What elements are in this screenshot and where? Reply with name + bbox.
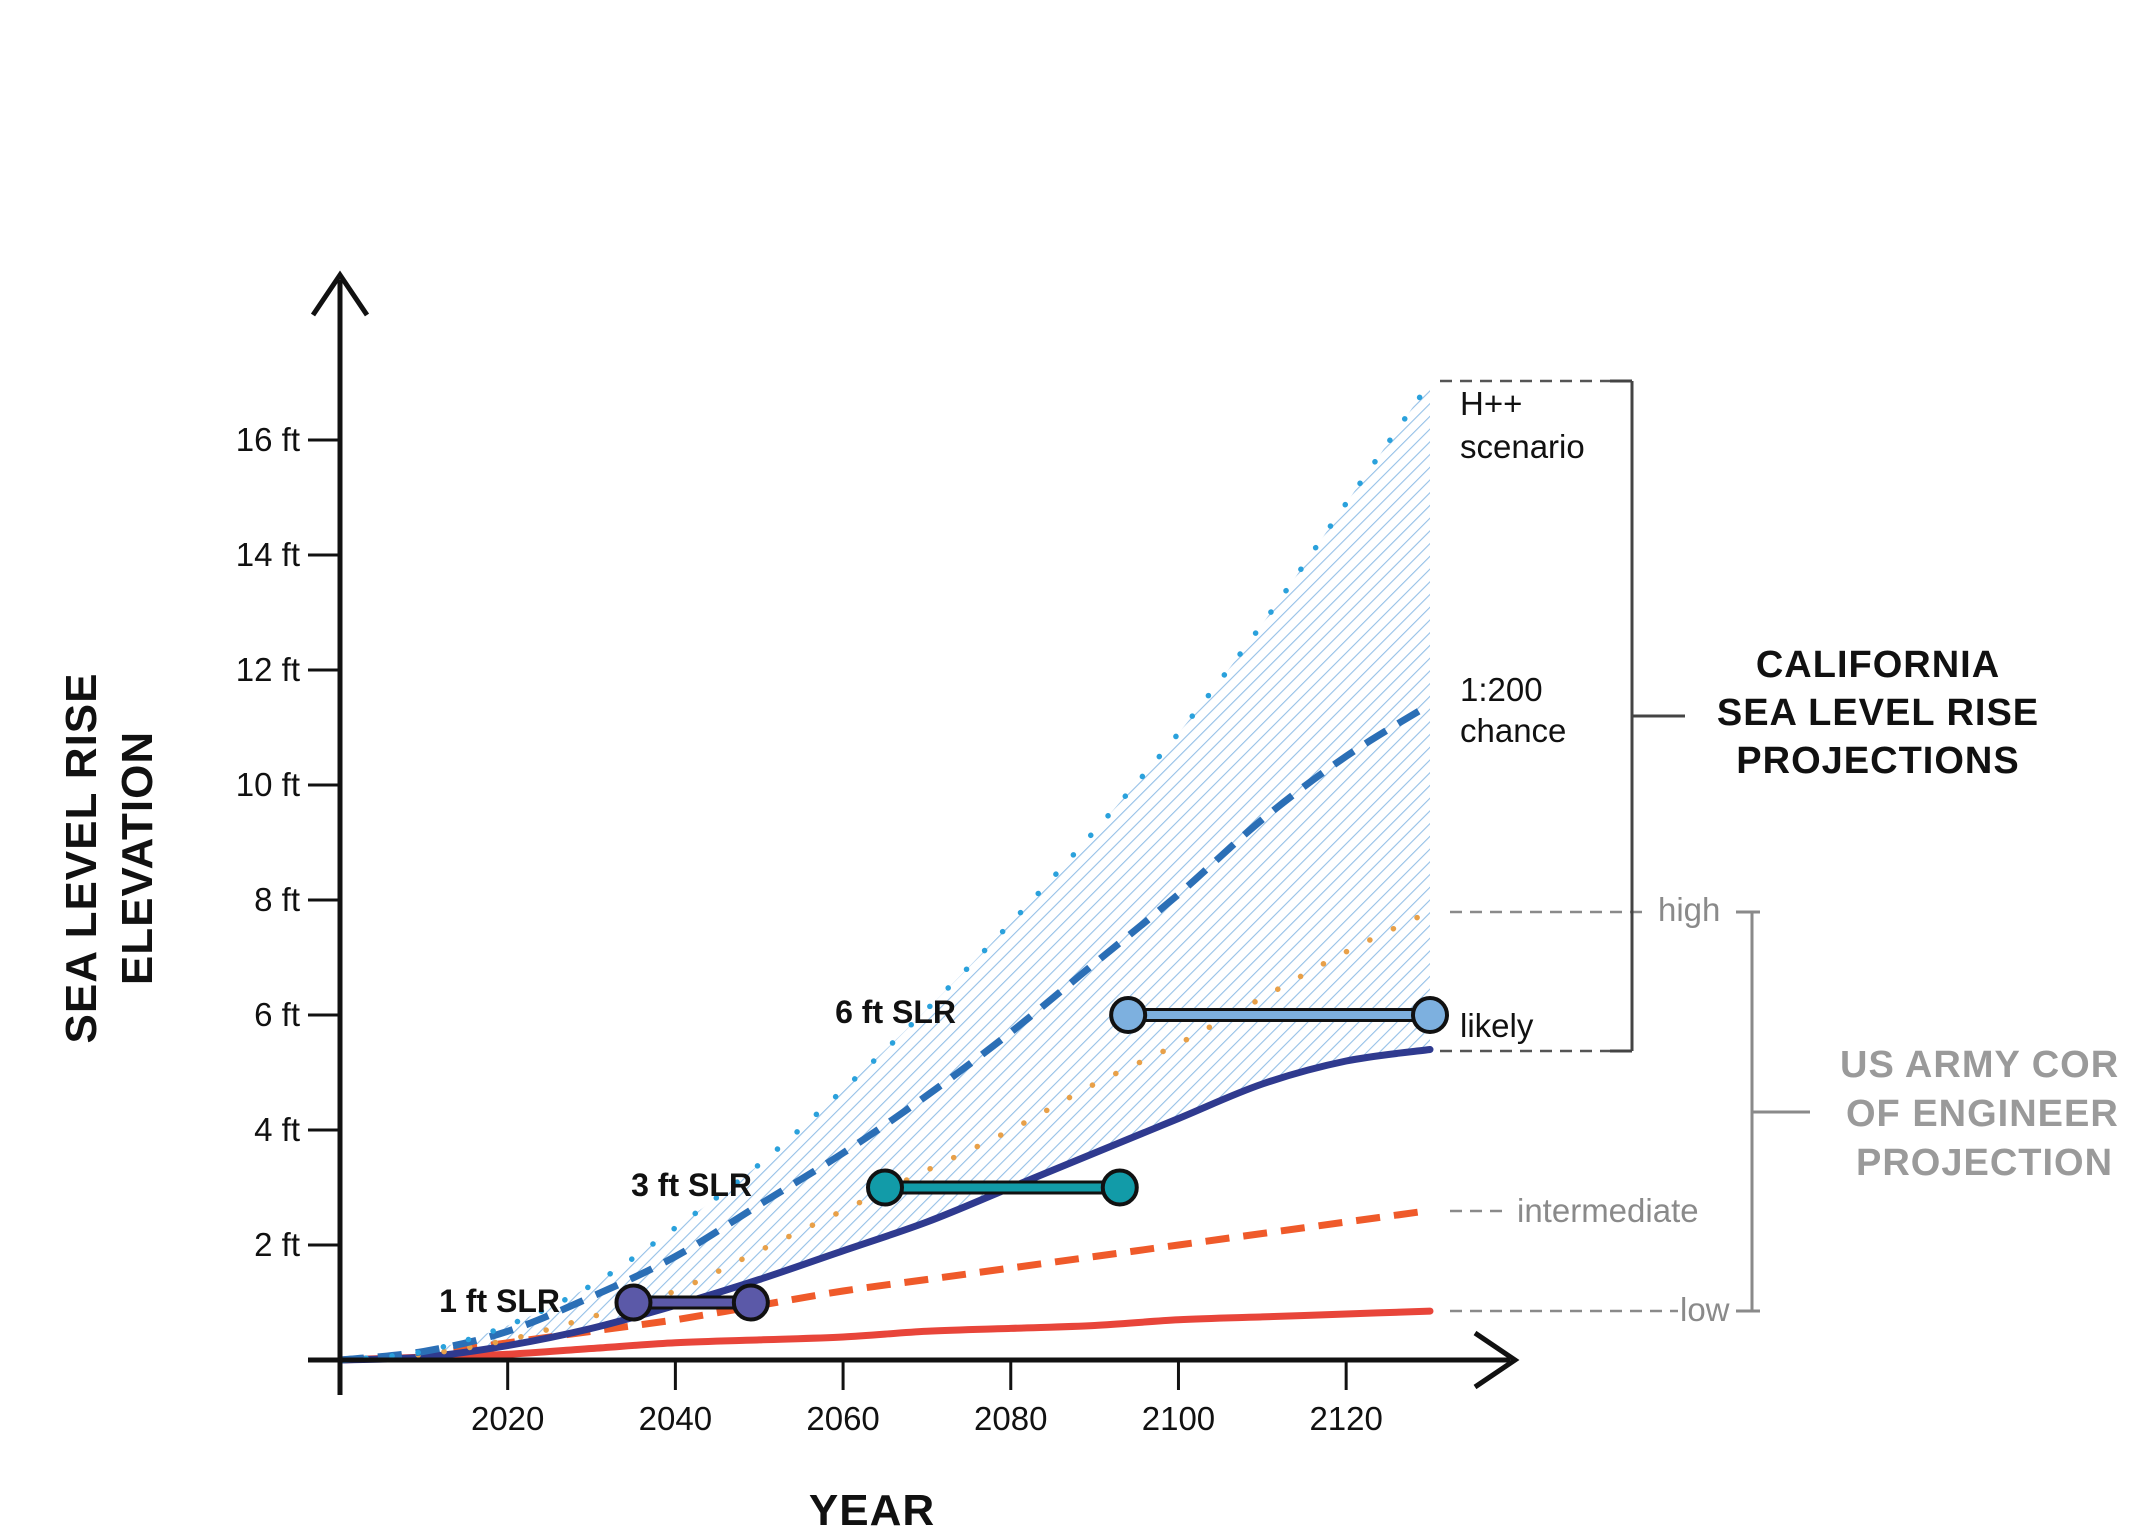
y-axis-title-line-1: SEA LEVEL RISE [57,673,106,1044]
y-tick-label: 2 ft [254,1226,300,1263]
chance-label-2: chance [1460,712,1566,749]
tick-layer: 2 ft 4 ft 6 ft 8 ft 10 ft 12 ft 14 ft 16 ft 2020… [236,421,1383,1437]
slr-marker-dot [1100,1168,1139,1207]
projection-lines-layer [336,379,1434,1364]
slr-marker-dot [1411,996,1449,1034]
army-title-1: US ARMY COR [1840,1044,2119,1086]
x-tick-label: 2040 [639,1400,712,1437]
series-line-1 [339,701,1432,1364]
slr-marker-label: 3 ft SLR [631,1167,752,1203]
intermediate-label: intermediate [1517,1192,1699,1229]
y-tick-label: 10 ft [236,766,300,803]
hpp-label-2: scenario [1460,428,1585,465]
california-title-3: PROJECTIONS [1736,740,2019,782]
y-tick-label: 4 ft [254,1111,300,1148]
low-label: low [1680,1291,1730,1328]
x-tick-label: 2100 [1142,1400,1215,1437]
slr-marker-label: 1 ft SLR [439,1283,560,1319]
series-line-0 [337,379,1433,1363]
california-title-1: CALIFORNIA [1756,644,2000,686]
army-title-2: OF ENGINEER [1846,1093,2119,1135]
axes [308,270,1520,1395]
x-axis-title: YEAR [809,1486,935,1530]
slr-marker-dot [614,1283,653,1322]
y-tick-label: 6 ft [254,996,300,1033]
y-tick-label: 16 ft [236,421,300,458]
uncertainty-band [340,382,1430,1360]
army-bracket [1736,910,1810,1313]
slr-marker-layer: 1 ft SLR 3 ft SLR 6 ft SLR [439,994,1449,1322]
x-tick-label: 2060 [806,1400,879,1437]
likely-label: likely [1460,1007,1534,1044]
x-tick-label: 2080 [974,1400,1047,1437]
series-line-3 [336,1046,1434,1364]
x-tick-label: 2120 [1309,1400,1382,1437]
california-title-2: SEA LEVEL RISE [1717,692,2039,734]
slr-marker-label: 6 ft SLR [835,994,956,1030]
high-label: high [1658,891,1720,928]
slr-marker-dot [731,1283,770,1322]
slr-marker-dot [866,1168,904,1207]
chance-label-1: 1:200 [1460,671,1543,708]
y-tick-label: 14 ft [236,536,300,573]
slr-marker-dot [1109,996,1148,1034]
hpp-label-1: H++ [1460,385,1522,422]
series-line-4 [339,1207,1431,1364]
y-tick-label: 8 ft [254,881,300,918]
x-tick-label: 2020 [471,1400,544,1437]
california-bracket [1610,379,1685,1053]
series-line-5 [336,1307,1434,1364]
y-tick-label: 12 ft [236,651,300,688]
x-axis-arrow [1473,1330,1520,1390]
uncertainty-band-layer [340,382,1430,1360]
y-axis-title-line-2: ELEVATION [113,731,162,985]
end-annotations: H++ scenario 1:200 chance likely high in… [1440,379,1730,1328]
y-axis-arrow [310,270,370,317]
army-title-3: PROJECTION [1856,1142,2113,1184]
